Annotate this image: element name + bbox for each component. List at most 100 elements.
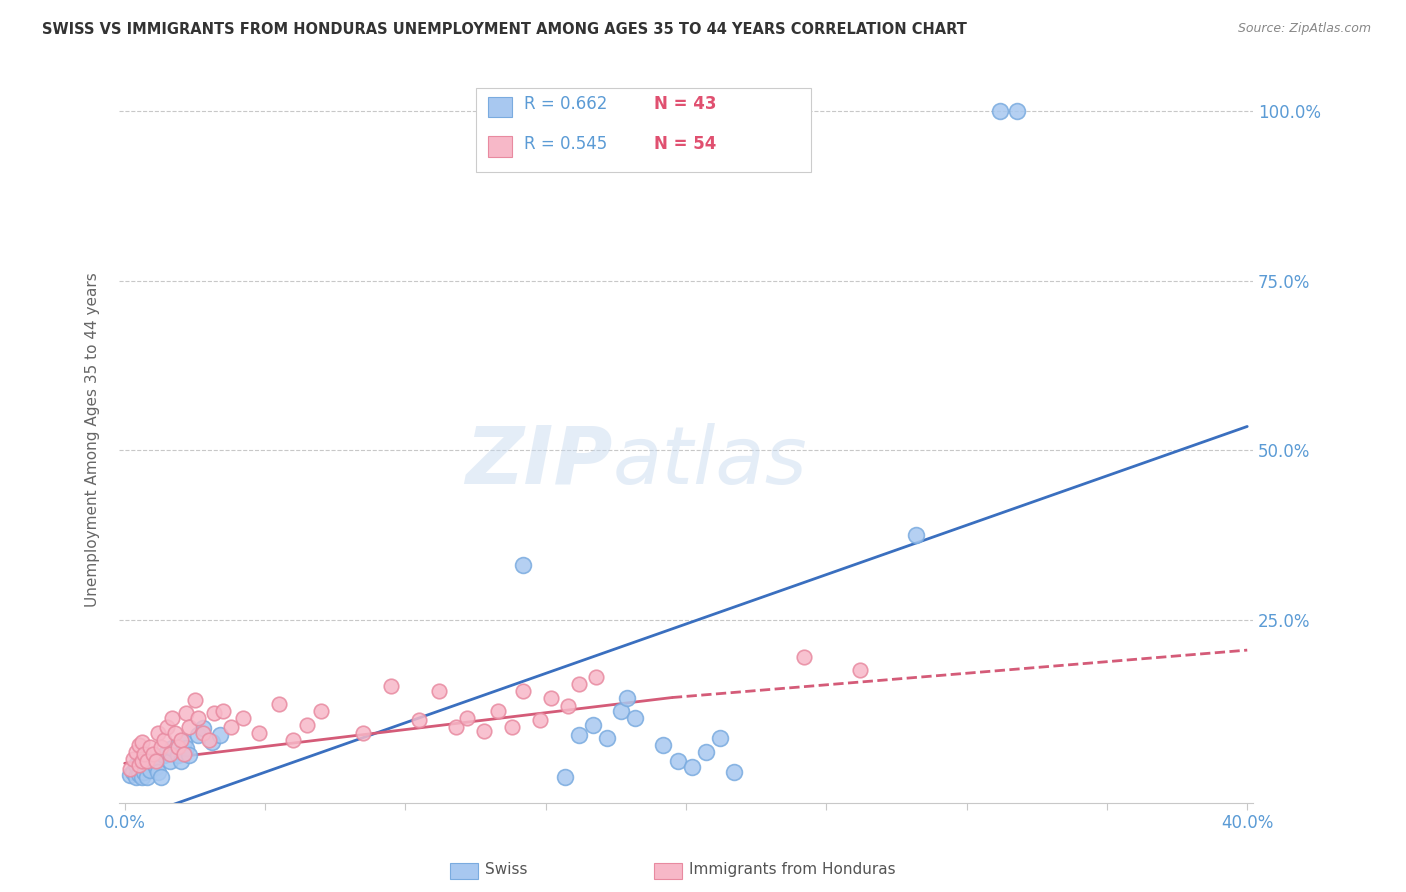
Point	[793, 649, 815, 664]
Point	[596, 731, 619, 746]
Point	[201, 734, 224, 748]
Point	[666, 754, 689, 768]
Point	[131, 754, 153, 768]
Point	[156, 720, 179, 734]
Point	[142, 755, 165, 769]
Point	[849, 664, 872, 678]
Point	[568, 677, 591, 691]
Point	[723, 765, 745, 780]
Point	[136, 754, 159, 768]
Point	[153, 733, 176, 747]
Point	[905, 528, 928, 542]
Point	[247, 726, 270, 740]
Point	[681, 760, 703, 774]
Point	[167, 748, 190, 763]
Text: N = 43: N = 43	[654, 95, 717, 113]
Point	[131, 770, 153, 784]
Point	[162, 741, 184, 756]
Point	[134, 760, 156, 774]
Point	[179, 748, 201, 763]
Point	[128, 758, 150, 772]
Text: Immigrants from Honduras: Immigrants from Honduras	[689, 863, 896, 877]
Point	[122, 765, 145, 780]
Text: SWISS VS IMMIGRANTS FROM HONDURAS UNEMPLOYMENT AMONG AGES 35 TO 44 YEARS CORRELA: SWISS VS IMMIGRANTS FROM HONDURAS UNEMPL…	[42, 22, 967, 37]
Point	[120, 768, 142, 782]
Point	[212, 704, 235, 718]
Point	[136, 770, 159, 784]
Point	[170, 754, 193, 768]
FancyBboxPatch shape	[488, 96, 512, 118]
Point	[179, 720, 201, 734]
Point	[150, 770, 173, 784]
Point	[209, 728, 232, 742]
Point	[585, 670, 607, 684]
Point	[187, 728, 209, 742]
Point	[444, 720, 467, 734]
Point	[512, 683, 534, 698]
Point	[170, 733, 193, 747]
Point	[709, 731, 731, 746]
Point	[1005, 104, 1028, 119]
Text: Swiss: Swiss	[485, 863, 527, 877]
Point	[176, 706, 198, 720]
Point	[187, 711, 209, 725]
Point	[231, 711, 253, 725]
Point	[145, 754, 167, 768]
Text: R = 0.662: R = 0.662	[524, 95, 607, 113]
Point	[134, 747, 156, 761]
Point	[352, 726, 374, 740]
Point	[125, 745, 148, 759]
Point	[529, 713, 551, 727]
Point	[145, 760, 167, 774]
Point	[128, 738, 150, 752]
Point	[472, 724, 495, 739]
Point	[198, 733, 221, 747]
Y-axis label: Unemployment Among Ages 35 to 44 years: Unemployment Among Ages 35 to 44 years	[86, 273, 100, 607]
Text: atlas: atlas	[612, 423, 807, 500]
Point	[624, 711, 647, 725]
Point	[540, 690, 562, 705]
Point	[486, 704, 509, 718]
FancyBboxPatch shape	[488, 136, 512, 157]
Point	[295, 717, 318, 731]
Point	[139, 739, 162, 754]
Text: Source: ZipAtlas.com: Source: ZipAtlas.com	[1237, 22, 1371, 36]
Point	[184, 692, 207, 706]
Text: ZIP: ZIP	[465, 423, 612, 500]
Point	[159, 747, 181, 761]
Point	[281, 733, 304, 747]
Text: R = 0.545: R = 0.545	[524, 136, 607, 153]
Point	[582, 717, 605, 731]
Point	[122, 751, 145, 765]
Point	[380, 679, 402, 693]
Point	[153, 748, 176, 763]
Point	[193, 721, 215, 735]
Point	[150, 739, 173, 754]
Point	[165, 726, 187, 740]
Point	[456, 711, 478, 725]
Point	[652, 738, 675, 752]
Point	[204, 706, 226, 720]
Point	[167, 739, 190, 754]
Point	[557, 699, 579, 714]
Point	[512, 558, 534, 573]
Point	[148, 726, 170, 740]
FancyBboxPatch shape	[477, 88, 811, 172]
Point	[221, 720, 243, 734]
Point	[173, 747, 195, 761]
Point	[193, 726, 215, 740]
Point	[427, 683, 450, 698]
Point	[131, 734, 153, 748]
Point	[125, 770, 148, 784]
Point	[695, 745, 717, 759]
Point	[120, 762, 142, 776]
Point	[134, 765, 156, 780]
Point	[988, 104, 1011, 119]
Point	[554, 770, 576, 784]
Point	[176, 741, 198, 756]
Point	[125, 758, 148, 772]
Point	[501, 720, 523, 734]
Point	[616, 690, 638, 705]
Text: N = 54: N = 54	[654, 136, 717, 153]
Point	[173, 734, 195, 748]
